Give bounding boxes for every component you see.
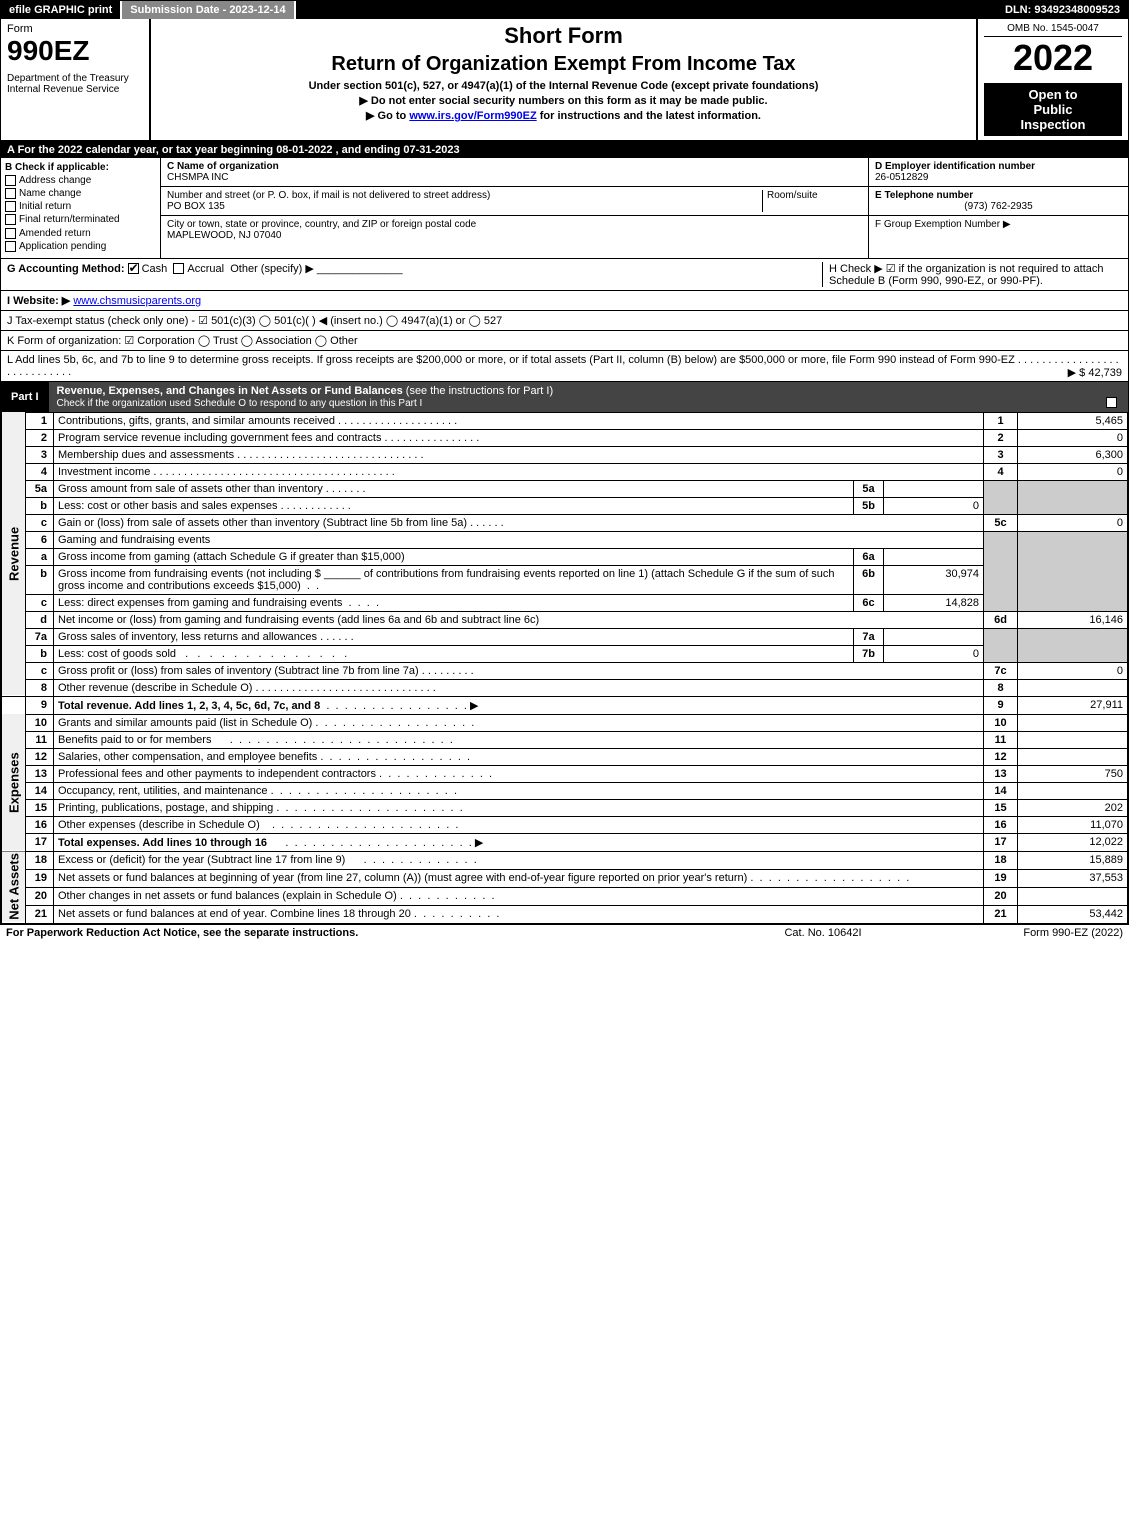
- page-footer: For Paperwork Reduction Act Notice, see …: [0, 925, 1129, 941]
- subtitle-section: Under section 501(c), 527, or 4947(a)(1)…: [157, 80, 970, 92]
- subtitle-goto: ▶ Go to www.irs.gov/Form990EZ for instru…: [157, 109, 970, 122]
- org-street: PO BOX 135: [167, 201, 225, 212]
- cb-pending[interactable]: [5, 241, 16, 252]
- row-i: I Website: ▶ www.chsmusicparents.org: [1, 291, 1128, 311]
- val-6d: 16,146: [1018, 611, 1128, 628]
- cb-schedule-o[interactable]: [1106, 397, 1117, 408]
- title-return: Return of Organization Exempt From Incom…: [157, 53, 970, 76]
- val-7c: 0: [1018, 662, 1128, 679]
- cb-address[interactable]: [5, 175, 16, 186]
- footer-form: Form 990-EZ (2022): [923, 927, 1123, 939]
- org-name: CHSMPA INC: [167, 172, 229, 183]
- val-2: 0: [1018, 429, 1128, 446]
- val-9: 27,911: [1018, 696, 1128, 714]
- part-1-table: Revenue 1Contributions, gifts, grants, a…: [1, 412, 1128, 924]
- val-21: 53,442: [1018, 905, 1128, 923]
- open-inspection: Open to Public Inspection: [984, 83, 1122, 136]
- org-city: MAPLEWOOD, NJ 07040: [167, 230, 281, 241]
- omb-number: OMB No. 1545-0047: [984, 23, 1122, 37]
- side-revenue: Revenue: [2, 412, 26, 696]
- row-k: K Form of organization: ☑ Corporation ◯ …: [1, 331, 1128, 351]
- val-4: 0: [1018, 463, 1128, 480]
- form-number: 990EZ: [7, 35, 143, 67]
- side-net-assets: Net Assets: [2, 851, 26, 923]
- val-5b: 0: [884, 497, 984, 514]
- dept-label: Department of the Treasury: [7, 73, 143, 84]
- val-16: 11,070: [1018, 816, 1128, 833]
- phone-label: E Telephone number: [875, 190, 973, 201]
- val-7b: 0: [884, 645, 984, 662]
- ein-label: D Employer identification number: [875, 161, 1035, 172]
- val-6b: 30,974: [884, 565, 984, 594]
- accounting-label: G Accounting Method:: [7, 263, 125, 275]
- val-18: 15,889: [1018, 851, 1128, 869]
- room-suite-label: Room/suite: [762, 190, 862, 212]
- gross-receipts: ▶ $ 42,739: [1068, 366, 1122, 379]
- website-link[interactable]: www.chsmusicparents.org: [73, 295, 201, 307]
- ein-value: 26-0512829: [875, 172, 928, 183]
- val-6c: 14,828: [884, 594, 984, 611]
- tax-year: 2022: [984, 37, 1122, 79]
- footer-left: For Paperwork Reduction Act Notice, see …: [6, 927, 723, 939]
- check-if-applicable: B Check if applicable: Address change Na…: [1, 158, 161, 258]
- val-13: 750: [1018, 765, 1128, 782]
- org-name-label: C Name of organization: [167, 161, 279, 172]
- top-bar: efile GRAPHIC print Submission Date - 20…: [1, 1, 1128, 19]
- irs-label: Internal Revenue Service: [7, 84, 143, 95]
- street-label: Number and street (or P. O. box, if mail…: [167, 190, 490, 201]
- val-15: 202: [1018, 799, 1128, 816]
- cb-amended[interactable]: [5, 228, 16, 239]
- irs-link[interactable]: www.irs.gov/Form990EZ: [409, 110, 536, 122]
- side-expenses: Expenses: [2, 714, 26, 851]
- cb-cash[interactable]: [128, 263, 139, 274]
- title-short-form: Short Form: [157, 23, 970, 49]
- val-5c: 0: [1018, 514, 1128, 531]
- form-word: Form: [7, 23, 143, 35]
- efile-label[interactable]: efile GRAPHIC print: [1, 1, 122, 19]
- row-g-h: G Accounting Method: Cash Accrual Other …: [1, 259, 1128, 291]
- cb-initial[interactable]: [5, 201, 16, 212]
- val-3: 6,300: [1018, 446, 1128, 463]
- cb-name[interactable]: [5, 188, 16, 199]
- row-a-tax-year: A For the 2022 calendar year, or tax yea…: [1, 142, 1128, 158]
- val-1: 5,465: [1018, 412, 1128, 429]
- phone-value: (973) 762-2935: [875, 201, 1122, 212]
- submission-date: Submission Date - 2023-12-14: [122, 1, 295, 19]
- cb-accrual[interactable]: [173, 263, 184, 274]
- row-h: H Check ▶ ☑ if the organization is not r…: [822, 262, 1122, 287]
- entity-block: B Check if applicable: Address change Na…: [1, 158, 1128, 259]
- dln: DLN: 93492348009523: [997, 1, 1128, 19]
- val-17: 12,022: [1018, 833, 1128, 851]
- val-19: 37,553: [1018, 869, 1128, 887]
- group-exemption: F Group Exemption Number ▶: [869, 216, 1128, 233]
- form-header: Form 990EZ Department of the Treasury In…: [1, 19, 1128, 142]
- footer-cat: Cat. No. 10642I: [723, 927, 923, 939]
- cb-final[interactable]: [5, 214, 16, 225]
- row-j: J Tax-exempt status (check only one) - ☑…: [1, 311, 1128, 331]
- city-label: City or town, state or province, country…: [167, 219, 476, 230]
- row-l: L Add lines 5b, 6c, and 7b to line 9 to …: [1, 351, 1128, 382]
- subtitle-ssn: ▶ Do not enter social security numbers o…: [157, 94, 970, 107]
- part-1-header: Part I Revenue, Expenses, and Changes in…: [1, 382, 1128, 412]
